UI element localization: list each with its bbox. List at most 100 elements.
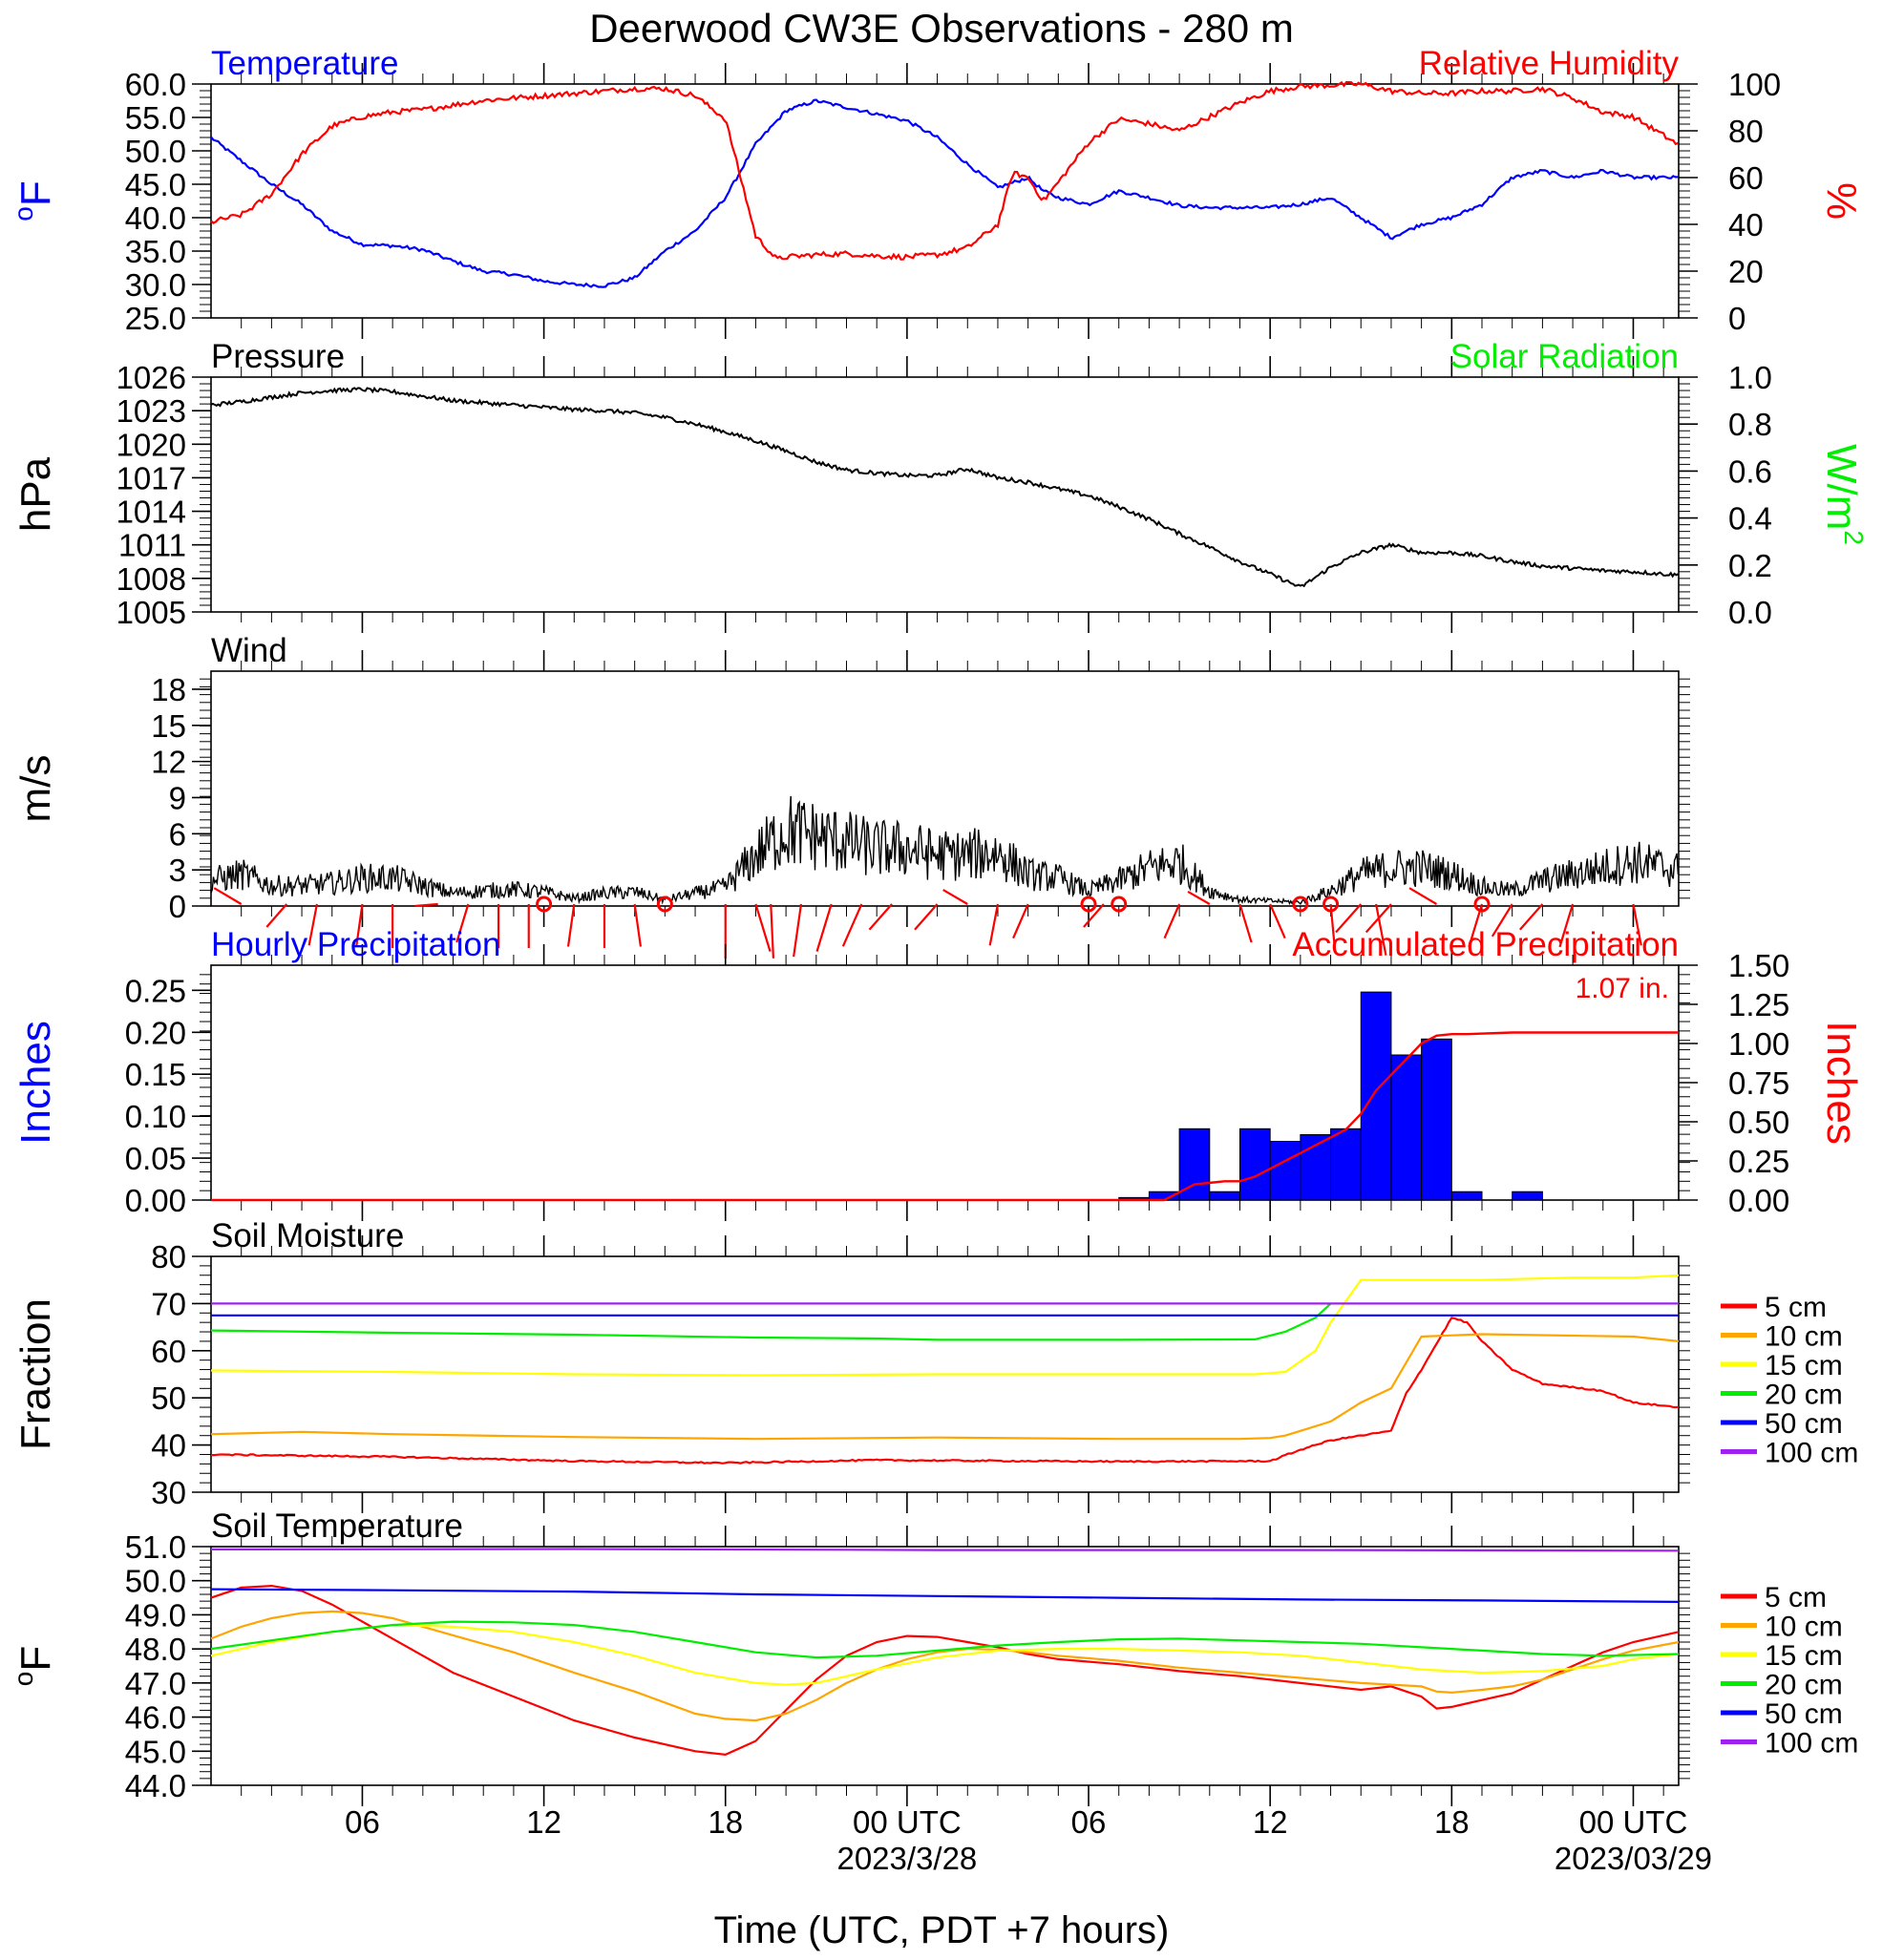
wind-barb [1408,887,1438,905]
y-tick-label: 15 [151,708,186,744]
figure-title: Deerwood CW3E Observations - 280 m [589,6,1294,51]
y-tick-label: 40.0 [125,200,186,236]
x-tick-label: 18 [1434,1804,1470,1840]
panels: 25.030.035.040.045.050.055.060.002040608… [9,45,1869,1806]
panel-soil_temp: 44.045.046.047.048.049.050.051.0 Soil Tem… [9,1507,1858,1806]
y-tick-label: 0.05 [125,1141,186,1176]
calm-wind-marker [1080,896,1097,913]
wind-barb [414,902,438,908]
y2-tick-label: 20 [1728,254,1764,289]
legend-entry: 50 cm [1765,1408,1843,1440]
calm-wind-marker [1322,896,1340,913]
series-line-15-cm [210,1623,1680,1686]
y2-tick-label: 0.2 [1728,548,1772,583]
precip-bar [1238,1128,1271,1201]
y2-tick-label: 1.00 [1728,1026,1789,1062]
y-tick-label: 3 [169,853,186,888]
y2-tick-label: 0.4 [1728,501,1772,537]
wind-barb [355,903,364,947]
wind-barb [633,903,643,947]
y-tick-label: 1023 [116,393,186,429]
series-line-5-cm [210,1584,1680,1757]
axis-label: m/s [12,755,59,823]
legend-entry: 100 cm [1765,1438,1858,1469]
axis-label: hPa [12,456,59,532]
panel-soil_moisture: 30 40 50 60 70 80 Soil Moisture Fraction 5 cm10 … [12,1217,1858,1513]
calm-wind-marker [1111,896,1128,913]
y-tick-label: 0.00 [125,1183,186,1218]
y-tick-label: 60 [151,1334,186,1369]
wind-barb [815,903,833,952]
wind-barb [841,903,863,947]
y-tick-label: 1011 [118,528,186,563]
panel-left-title: Pressure [211,338,345,375]
wind-barb [265,903,288,928]
y-tick-label: 9 [169,780,186,815]
y2-tick-label: 60 [1728,160,1764,196]
y2-tick-label: 100 [1728,67,1781,102]
wind-barb [1269,903,1286,939]
y2-tick-label: 0.75 [1728,1065,1789,1101]
series-line-20-cm [210,1620,1680,1659]
y-tick-label: 0 [169,889,186,924]
y2-tick-label: 0.8 [1728,407,1772,442]
plot-frame [210,964,1680,1201]
y-tick-label: 1005 [116,595,186,630]
calm-wind-marker [656,896,673,913]
panel-left-title: Soil Moisture [211,1217,404,1254]
series-line-temperature [210,98,1679,288]
y-tick-label: 0.10 [125,1099,186,1134]
y-tick-label: 60.0 [125,67,186,102]
y2-tick-label: 80 [1728,114,1764,149]
y-tick-label: 0.25 [125,973,186,1008]
panel-precip: 0.00 0.05 0.10 0.15 0.20 0.25 0.00 0.25 0.50 0.75… [12,926,1865,1221]
precip-bar [1330,1128,1362,1201]
wind-barb [1335,903,1363,934]
wind-barb [1163,903,1181,939]
y-tick-label: 80 [151,1239,186,1275]
y-tick-label: 50.0 [125,134,186,169]
x-tick-label: 12 [1253,1804,1288,1840]
axis-label: Inches [12,1021,59,1145]
y-tick-label: 47.0 [125,1666,186,1701]
series-line-10-cm [210,1333,1680,1441]
x-tick-label: 06 [1071,1804,1107,1840]
y-tick-label: 46.0 [125,1700,186,1736]
y-tick-label: 49.0 [125,1597,186,1633]
panel-left-title: Hourly Precipitation [211,926,500,963]
axis-label-right: W/m2 [1818,444,1869,545]
y-tick-label: 1014 [116,495,186,530]
y-tick-label: 1017 [116,460,186,495]
y2-tick-label: 0 [1728,301,1745,336]
series-line-pressure [210,386,1679,588]
legend-entry: 5 cm [1765,1292,1827,1323]
x-tick-label: 00 UTC [853,1804,962,1840]
series-line-20-cm [210,1302,1332,1341]
x-tick-date: 2023/03/29 [1555,1841,1712,1876]
wind-barb [455,903,470,943]
y-tick-label: 45.0 [125,167,186,202]
x-axis-label: Time (UTC, PDT +7 hours) [714,1909,1170,1951]
precip-bar [1178,1128,1211,1201]
series-line-accumulated [211,1031,1679,1202]
axis-label-right: % [1818,182,1865,220]
legend-entry: 100 cm [1765,1728,1858,1760]
wind-barb [1365,903,1392,934]
wind-barb [1558,903,1575,948]
panel-temp_rh: 25.030.035.040.045.050.055.060.0 0 20 40 60 8… [9,45,1865,339]
y-tick-label: 70 [151,1286,186,1321]
y-tick-label: 50.0 [125,1564,186,1599]
wind-barb [566,903,576,947]
y-tick-label: 25.0 [125,301,186,336]
precip-bar [1421,1038,1452,1201]
y2-tick-label: 0.00 [1728,1183,1789,1218]
panel-right-title: Relative Humidity [1419,45,1680,82]
y-tick-label: 30 [151,1475,186,1510]
calm-wind-marker [536,896,553,913]
axis-label: oF [9,1646,59,1686]
y-tick-label: 51.0 [125,1529,186,1565]
plot-frame [210,1546,1680,1786]
y2-tick-label: 40 [1728,207,1764,242]
